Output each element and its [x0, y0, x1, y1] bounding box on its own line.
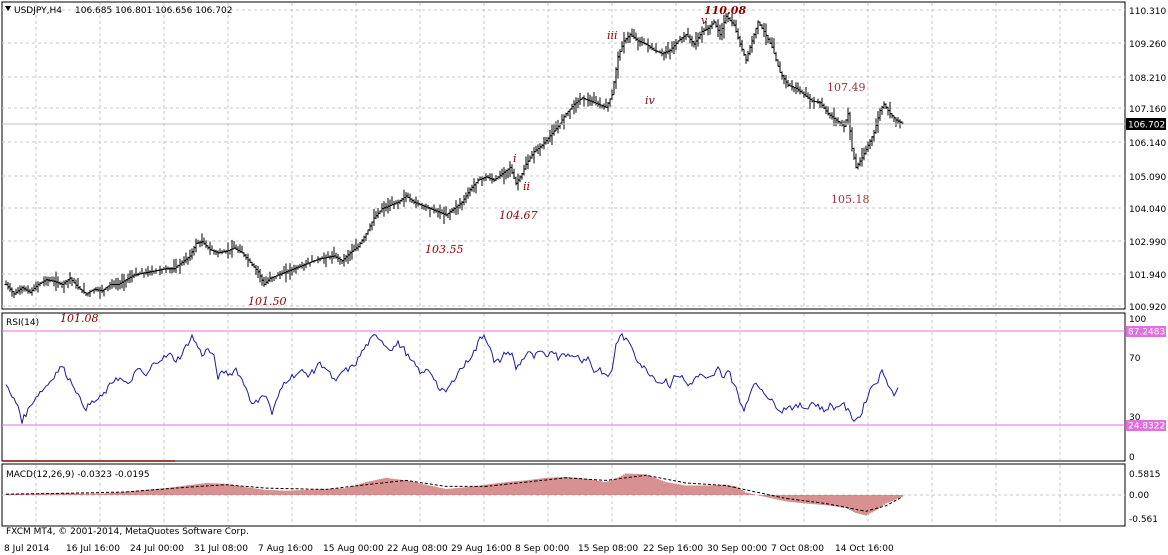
rsi-panel-frame: [1, 312, 1126, 462]
price-tick: 105.090: [1129, 173, 1166, 183]
price-tick: 104.040: [1129, 205, 1166, 215]
wave-v-label: v: [701, 14, 708, 27]
level-10749-label: 107.49: [827, 81, 866, 94]
level-10467-label: 104.67: [499, 209, 538, 222]
time-tick: 15 Sep 08:00: [578, 544, 638, 554]
macd-histogram: [5, 473, 903, 516]
price-axis: 110.310 109.260 108.210 107.160 106.140 …: [1129, 7, 1166, 313]
time-tick: 29 Aug 16:00: [451, 544, 512, 554]
time-tick: 14 Oct 16:00: [835, 544, 894, 554]
rsi-scale-70: 70: [1129, 354, 1141, 364]
price-tick: 101.940: [1129, 271, 1166, 281]
rsi-scale-100: 100: [1129, 315, 1146, 325]
rsi-lower-level-value: 24.8322: [1128, 422, 1165, 432]
time-tick: 8 Jul 2014: [4, 544, 49, 554]
time-tick: 7 Aug 16:00: [258, 544, 313, 554]
level-10108-label: 101.08: [60, 312, 99, 325]
level-10150-label: 101.50: [248, 295, 287, 308]
peak-label: 110.08: [704, 4, 746, 17]
rsi-title: RSI(14): [6, 318, 39, 328]
copyright-text: FXCM MT4, © 2001-2014, MetaQuotes Softwa…: [6, 527, 249, 537]
time-tick: 24 Jul 00:00: [130, 544, 184, 554]
rsi-scale-30: 30: [1129, 413, 1141, 423]
time-tick: 30 Sep 00:00: [707, 544, 767, 554]
time-axis: 8 Jul 2014 16 Jul 16:00 24 Jul 00:00 31 …: [4, 544, 894, 554]
price-tick: 109.260: [1129, 40, 1166, 50]
wave-ii-label: ii: [523, 180, 530, 193]
time-tick: 16 Jul 16:00: [66, 544, 120, 554]
price-tick: 108.210: [1129, 74, 1166, 84]
time-tick: 31 Jul 08:00: [194, 544, 248, 554]
price-tick: 110.310: [1129, 7, 1166, 17]
ohlc-values: 106.685 106.801 106.656 106.702: [75, 6, 232, 16]
wave-iii-label: iii: [607, 29, 618, 42]
price-tick: 107.160: [1129, 105, 1166, 115]
level-10518-label: 105.18: [831, 193, 870, 206]
current-price-tag: [1126, 118, 1166, 130]
price-tick: 100.920: [1129, 303, 1166, 313]
rsi-upper-level-tag: [1126, 326, 1166, 337]
time-tick: 22 Sep 16:00: [643, 544, 703, 554]
wave-i-label: i: [513, 152, 517, 165]
rsi-lower-level-tag: [1126, 420, 1166, 431]
macd-scale-zero: 0.00: [1129, 491, 1149, 501]
symbol-label: USDJPY,H4: [14, 6, 62, 16]
price-tick: 106.140: [1129, 139, 1166, 149]
wave-iv-label: iv: [645, 94, 656, 107]
time-tick: 22 Aug 08:00: [387, 544, 448, 554]
level-10355-label: 103.55: [425, 243, 464, 256]
macd-title: MACD(12,26,9) -0.0323 -0.0195: [6, 470, 150, 480]
price-bars: [4, 12, 904, 299]
current-price-value: 106.702: [1128, 121, 1165, 131]
rsi-scale-0: 0: [1129, 453, 1135, 463]
price-tick: 102.990: [1129, 238, 1166, 248]
macd-scale-top: 0.5815: [1129, 470, 1161, 480]
time-tick: 15 Aug 00:00: [323, 544, 384, 554]
time-tick: 7 Oct 08:00: [771, 544, 824, 554]
rsi-series-line: [5, 332, 899, 424]
macd-signal-line: [6, 474, 903, 512]
time-tick: 8 Sep 00:00: [515, 544, 570, 554]
dropdown-triangle-icon[interactable]: [5, 6, 11, 11]
rsi-upper-level-value: 87.2483: [1128, 328, 1165, 338]
main-panel-frame: [1, 1, 1126, 310]
rsi-line: [5, 332, 899, 424]
macd-scale-bottom: -0.561: [1129, 515, 1158, 525]
